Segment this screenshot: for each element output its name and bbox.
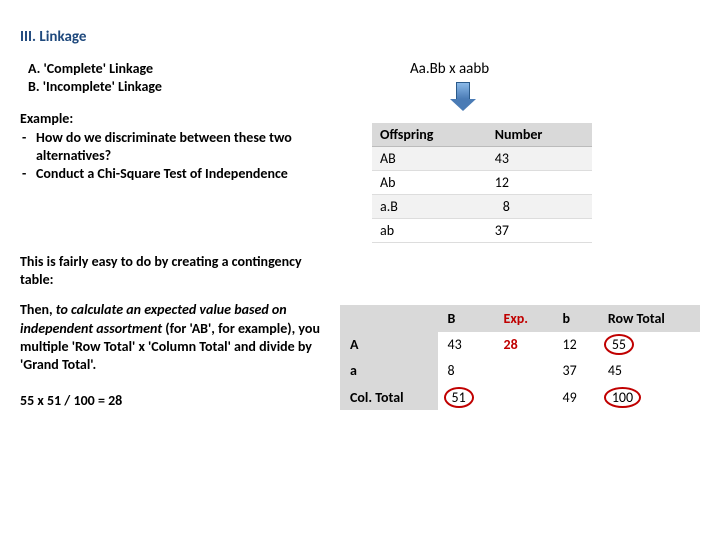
col-total-label: Col. Total [340, 384, 438, 410]
equation: 55 x 51 / 100 = 28 [20, 392, 330, 410]
col-b-header: b [552, 305, 597, 331]
count-cell: 8 [487, 195, 592, 219]
row-A-label: A [340, 332, 438, 358]
genotype-cell: a.B [372, 195, 487, 219]
example-label: Example: [20, 110, 330, 128]
cross-notation: Aa.Bb x aabb [410, 60, 700, 78]
count-cell: 12 [487, 171, 592, 195]
table-row: Ab 12 [372, 171, 592, 195]
table-row: a 8 37 45 [340, 358, 700, 384]
empty-header [340, 305, 438, 331]
offspring-table: Offspring Number AB 43 Ab 12 a.B 8 ab 37 [372, 123, 592, 243]
calc-then: Then, [20, 301, 56, 318]
cell-a-total: 45 [598, 358, 700, 384]
table-row: A 43 28 12 55 [340, 332, 700, 358]
cell-A-total: 55 [598, 332, 700, 358]
cell-A-exp: 28 [493, 332, 552, 358]
table-row: a.B 8 [372, 195, 592, 219]
cell-a-B: 8 [438, 358, 494, 384]
calc-explanation: Then, to calculate an expected value bas… [20, 301, 330, 410]
table-row: AB 43 [372, 147, 592, 171]
cell-col-exp-total [493, 384, 552, 410]
example-item-2: Conduct a Chi-Square Test of Independenc… [20, 165, 330, 183]
grand-total: 100 [598, 384, 700, 410]
section-title: III. Linkage [20, 28, 700, 46]
row-a-label: a [340, 358, 438, 384]
offspring-col-header: Offspring [372, 123, 487, 147]
cell-a-b: 37 [552, 358, 597, 384]
row-total-header: Row Total [598, 305, 700, 331]
contingency-table: B Exp. b Row Total A 43 28 12 55 a 8 37 … [340, 305, 700, 410]
cell-a-exp [493, 358, 552, 384]
count-cell: 37 [487, 219, 592, 243]
genotype-cell: Ab [372, 171, 487, 195]
sub-a: A. 'Complete' Linkage [28, 60, 330, 78]
table-row: ab 37 [372, 219, 592, 243]
cell-col-B-total: 51 [438, 384, 494, 410]
table-row: Col. Total 51 49 100 [340, 384, 700, 410]
cell-A-b: 12 [552, 332, 597, 358]
col-B-header: B [438, 305, 494, 331]
cell-col-b-total: 49 [552, 384, 597, 410]
col-exp-header: Exp. [493, 305, 552, 331]
cell-A-B: 43 [438, 332, 494, 358]
contingency-intro: This is fairly easy to do by creating a … [20, 253, 330, 289]
example-item-1: How do we discriminate between these two… [20, 129, 330, 165]
number-col-header: Number [487, 123, 592, 147]
genotype-cell: ab [372, 219, 487, 243]
count-cell: 43 [487, 147, 592, 171]
sub-b: B. 'Incomplete' Linkage [28, 78, 330, 96]
down-arrow-icon [450, 82, 476, 111]
genotype-cell: AB [372, 147, 487, 171]
